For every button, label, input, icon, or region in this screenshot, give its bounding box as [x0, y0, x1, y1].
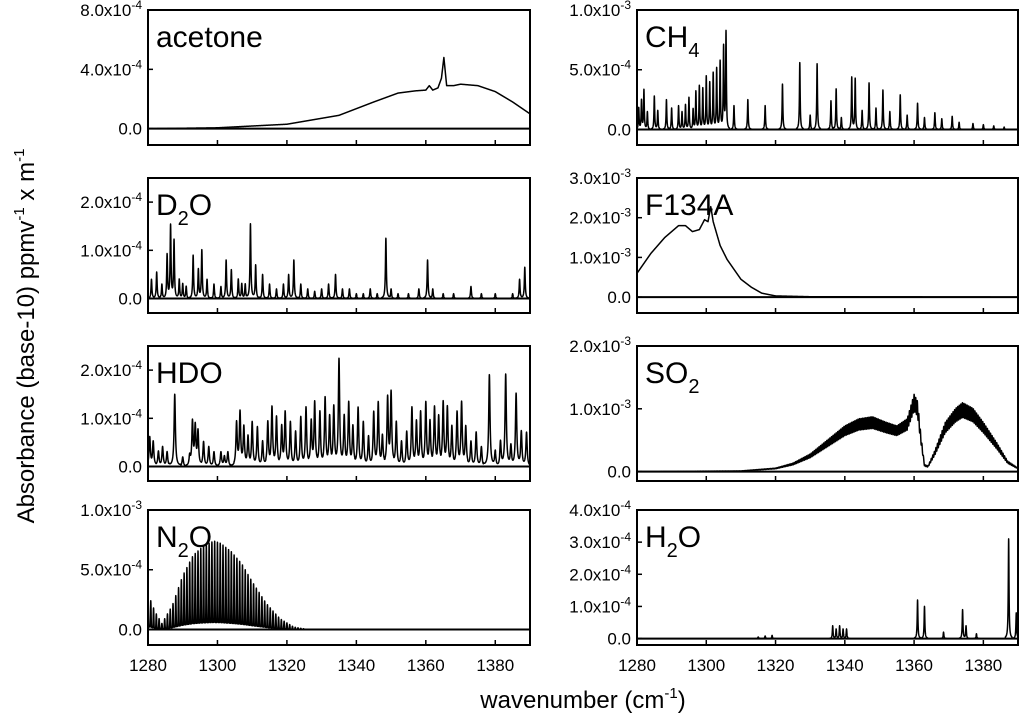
spectrum-trace — [637, 29, 1018, 131]
panel-4: 0.0 1.0x10-3 2.0x10-3 3.0x10-3 F134A — [569, 166, 1019, 314]
y-tick-label: 2.0x10-4 — [569, 562, 631, 584]
y-axis-title: Absorbance (base-10) ppmv-1 x m-1 — [11, 149, 40, 524]
spectrum-trace — [148, 223, 530, 300]
spectrum-trace — [637, 205, 1018, 298]
panel-1: 0.0 4.0x10-4 8.0x10-4 acetone — [80, 0, 531, 146]
y-tick-label: 5.0x10-4 — [80, 558, 142, 580]
x-tick-label: 1300 — [687, 656, 725, 675]
y-tick-label: 1.0x10-4 — [569, 594, 631, 616]
x-tick-label: 1320 — [268, 656, 306, 675]
x-tick-label: 1280 — [129, 656, 167, 675]
panel-frame — [147, 177, 531, 314]
y-tick-label: 0.0 — [607, 288, 631, 307]
y-tick-label: 0.0 — [118, 458, 142, 477]
y-tick-label: 4.0x10-4 — [569, 498, 631, 520]
y-tick-label: 3.0x10-4 — [569, 530, 631, 552]
y-tick-label: 0.0 — [118, 290, 142, 309]
y-tick-label: 8.0x10-4 — [80, 0, 142, 20]
spectrum-trace — [148, 357, 530, 467]
y-tick-label: 2.0x10-4 — [80, 358, 142, 380]
panel-frame — [636, 9, 1019, 146]
species-label: acetone — [156, 21, 263, 54]
y-tick-label: 4.0x10-4 — [80, 57, 142, 79]
x-tick-label: 1360 — [407, 656, 445, 675]
panel-frame — [636, 509, 1019, 646]
x-tick-label: 1380 — [476, 656, 514, 675]
panel-5: 0.0 1.0x10-4 2.0x10-4 HDO — [80, 345, 531, 482]
y-tick-label: 0.0 — [607, 630, 631, 649]
panel-7: 0.0 5.0x10-4 1.0x10-3 N2O — [80, 498, 531, 646]
species-label: F134A — [645, 189, 733, 222]
species-label: HDO — [156, 357, 223, 390]
spectrum-trace — [148, 56, 530, 130]
panel-frame — [147, 345, 531, 482]
panel-2: 0.0 5.0x10-4 1.0x10-3 CH4 — [569, 0, 1019, 146]
y-tick-label: 3.0x10-3 — [569, 166, 631, 188]
panel-frame — [636, 177, 1019, 314]
y-tick-label: 5.0x10-4 — [569, 58, 631, 80]
species-label: SO2 — [645, 357, 699, 398]
panel-frame — [147, 9, 531, 146]
y-tick-label: 0.0 — [607, 120, 631, 139]
y-tick-label: 2.0x10-3 — [569, 334, 631, 356]
y-tick-label: 0.0 — [607, 463, 631, 482]
panel-frame — [636, 345, 1019, 482]
species-label: D2O — [156, 189, 212, 230]
x-tick-label: 1340 — [826, 656, 864, 675]
y-tick-label: 1.0x10-4 — [80, 238, 142, 260]
x-axis-title: wavenumber (cm-1) — [479, 685, 685, 714]
y-tick-label: 0.0 — [118, 620, 142, 639]
panel-8: 0.0 1.0x10-4 2.0x10-4 3.0x10-4 4.0x10-4 H2O — [569, 498, 1019, 649]
spectrum-trace — [637, 393, 1018, 473]
y-tick-label: 1.0x10-3 — [569, 0, 631, 20]
y-tick-label: 1.0x10-3 — [569, 397, 631, 419]
spectrum-trace — [148, 540, 530, 631]
y-tick-label: 2.0x10-4 — [80, 190, 142, 212]
species-label: CH4 — [645, 21, 699, 62]
panel-frame — [147, 509, 531, 646]
x-tick-label: 1280 — [618, 656, 656, 675]
x-tick-label: 1340 — [337, 656, 375, 675]
species-label: N2O — [156, 521, 212, 562]
spectrum-trace — [637, 538, 1018, 640]
x-tick-label: 1360 — [895, 656, 933, 675]
species-label: H2O — [645, 521, 701, 562]
x-tick-label: 1300 — [199, 656, 237, 675]
y-tick-label: 2.0x10-3 — [569, 206, 631, 228]
panel-6: 0.0 1.0x10-3 2.0x10-3 SO2 — [569, 334, 1019, 482]
y-tick-label: 1.0x10-4 — [80, 406, 142, 428]
y-tick-label: 1.0x10-3 — [80, 498, 142, 520]
x-tick-label: 1320 — [757, 656, 795, 675]
x-tick-label: 1380 — [964, 656, 1002, 675]
y-tick-label: 1.0x10-3 — [569, 245, 631, 267]
y-tick-label: 0.0 — [118, 120, 142, 139]
panel-3: 0.0 1.0x10-4 2.0x10-4 D2O — [80, 177, 531, 314]
